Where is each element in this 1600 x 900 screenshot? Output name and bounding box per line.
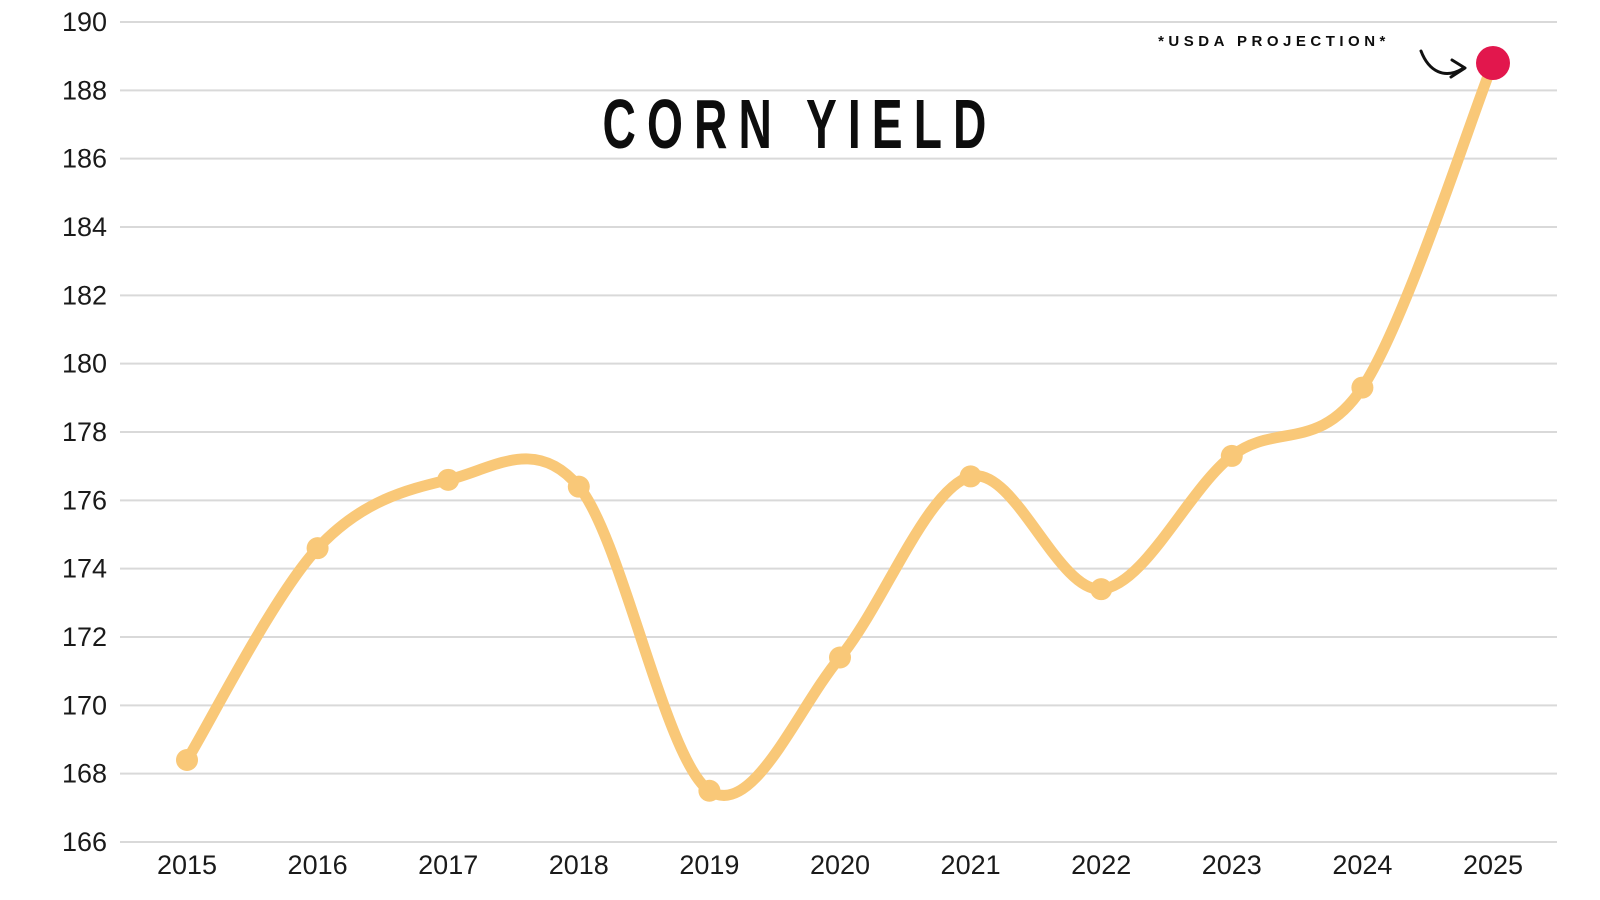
x-tick-label: 2020	[810, 850, 870, 880]
y-tick-label: 174	[62, 554, 107, 584]
y-axis-tick-labels: 166 168 170 172 174 176 178 180 182 184 186 188 190	[62, 7, 107, 857]
y-tick-label: 176	[62, 485, 107, 515]
y-tick-label: 166	[62, 827, 107, 857]
y-tick-label: 186	[62, 144, 107, 174]
series-layer	[176, 46, 1510, 802]
x-tick-label: 2021	[941, 850, 1001, 880]
data-point	[567, 475, 590, 498]
data-point	[698, 779, 721, 802]
data-point	[1090, 578, 1113, 601]
data-point	[437, 468, 460, 491]
x-tick-label: 2018	[549, 850, 609, 880]
x-tick-label: 2016	[288, 850, 348, 880]
x-tick-label: 2019	[679, 850, 739, 880]
data-point	[829, 646, 851, 669]
x-tick-label: 2022	[1071, 850, 1131, 880]
y-tick-label: 190	[62, 7, 107, 37]
annotation-arrow-head	[1449, 58, 1467, 79]
data-point	[176, 749, 198, 771]
series-line	[181, 57, 1499, 801]
projection-annotation-label: *USDA PROJECTION*	[1158, 33, 1390, 50]
y-tick-label: 178	[62, 417, 107, 447]
x-tick-label: 2024	[1332, 850, 1392, 880]
y-tick-label: 168	[62, 759, 107, 789]
x-tick-label: 2023	[1202, 850, 1262, 880]
projection-point	[1476, 46, 1510, 80]
data-point	[1351, 376, 1374, 399]
x-tick-label: 2017	[418, 850, 478, 880]
y-tick-label: 170	[62, 690, 107, 720]
data-point	[1220, 444, 1243, 467]
y-tick-label: 188	[62, 75, 107, 105]
gridlines	[120, 21, 1557, 843]
x-tick-label: 2025	[1463, 850, 1523, 880]
x-axis-tick-labels: 2015 2016 2017 2018 2019 2020 2021 2022 2023 2024…	[157, 850, 1523, 880]
chart-title: CORN YIELD	[602, 85, 998, 163]
y-tick-label: 180	[62, 349, 107, 379]
y-tick-label: 172	[62, 622, 107, 652]
data-point	[959, 465, 982, 488]
data-point	[306, 537, 329, 560]
y-tick-label: 182	[62, 280, 107, 310]
x-tick-label: 2015	[157, 850, 217, 880]
y-tick-label: 184	[62, 212, 107, 242]
annotation-arrow-icon	[1419, 49, 1467, 79]
